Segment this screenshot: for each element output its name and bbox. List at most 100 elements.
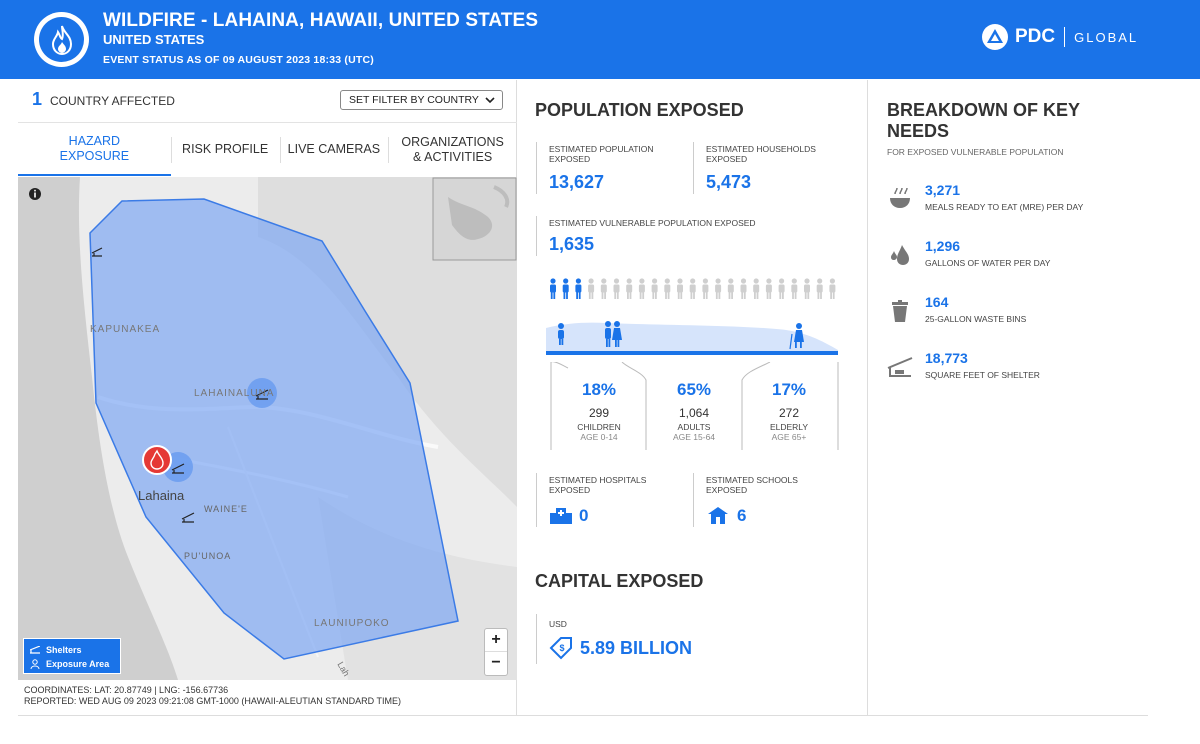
hazard-map[interactable]: KAPUNAKEA LAHAINALUNA Lahaina WAINE'E PU… xyxy=(18,177,517,680)
children-percent: 18% xyxy=(581,380,617,399)
person-figure xyxy=(638,278,645,299)
households-label: ESTIMATED HOUSEHOLDS EXPOSED xyxy=(706,144,816,164)
water-label: GALLONS OF WATER PER DAY xyxy=(925,258,1051,268)
event-status: EVENT STATUS AS OF 09 AUGUST 2023 18:33 … xyxy=(103,54,374,66)
vulnerable-value: 1,635 xyxy=(549,234,595,254)
elderly-percent: 17% xyxy=(771,380,807,399)
pdc-logo[interactable]: PDC GLOBAL xyxy=(981,23,1138,51)
adults-percent: 65% xyxy=(676,380,712,399)
shelter-label: SQUARE FEET OF SHELTER xyxy=(925,370,1040,380)
capital-currency: USD xyxy=(549,619,567,629)
map-label-waine-e: WAINE'E xyxy=(204,504,248,514)
person-figure xyxy=(804,278,810,299)
waste-bins-label: 25-GALLON WASTE BINS xyxy=(925,314,1027,324)
divider xyxy=(536,614,537,664)
countries-count: 1 xyxy=(32,89,43,109)
waste-bin-icon xyxy=(892,300,908,322)
person-figure xyxy=(626,278,633,299)
map-label-kapunakea: KAPUNAKEA xyxy=(90,324,161,335)
shelter-icon xyxy=(887,357,913,377)
adults-age: AGE 15-64 xyxy=(672,432,716,442)
exposure-area-polygon xyxy=(89,198,459,660)
person-figure xyxy=(651,278,658,299)
divider xyxy=(536,142,537,194)
map-legend: Shelters Exposure Area xyxy=(23,638,121,674)
meals-label: MEALS READY TO EAT (MRE) PER DAY xyxy=(925,202,1084,212)
children-age: AGE 0-14 xyxy=(580,432,618,442)
person-figure xyxy=(702,278,709,299)
shelter-icon xyxy=(30,645,40,654)
zoom-out-button[interactable]: − xyxy=(491,654,501,671)
header-bar: WILDFIRE - LAHAINA, HAWAII, UNITED STATE… xyxy=(0,0,1200,79)
key-needs-panel: BREAKDOWN OF KEY NEEDS FOR EXPOSED VULNE… xyxy=(869,80,1149,716)
person-figure xyxy=(613,278,620,299)
schools-value: 6 xyxy=(737,506,747,525)
tab-live-cameras[interactable]: LIVE CAMERAS xyxy=(279,123,389,176)
wildfire-icon xyxy=(34,12,89,67)
map-footer: COORDINATES: LAT: 20.87749 | LNG: -156.6… xyxy=(24,685,401,707)
divider xyxy=(536,473,537,527)
hospital-icon xyxy=(550,508,572,524)
pdc-brand: PDC xyxy=(1015,26,1056,47)
person-figure xyxy=(740,278,747,299)
shelter-value: 18,773 xyxy=(925,350,968,366)
meals-value: 3,271 xyxy=(925,182,961,198)
capital-title: CAPITAL EXPOSED xyxy=(535,571,704,591)
person-figure xyxy=(765,278,772,299)
filter-value: SET FILTER BY COUNTRY xyxy=(349,94,479,106)
adults-label: ADULTS xyxy=(677,422,711,432)
children-label: CHILDREN xyxy=(577,422,621,432)
water-value: 1,296 xyxy=(925,238,961,254)
person-figure xyxy=(550,278,556,299)
person-figure xyxy=(791,278,798,299)
event-country: UNITED STATES xyxy=(103,32,205,47)
children-count: 299 xyxy=(588,406,610,420)
zoom-in-button[interactable]: + xyxy=(485,629,507,652)
adults-count: 1,064 xyxy=(678,406,710,420)
countries-label: COUNTRY AFFECTED xyxy=(50,94,175,108)
person-figure xyxy=(575,278,582,299)
hospitals-label: ESTIMATED HOSPITALS EXPOSED xyxy=(549,475,647,495)
person-figure xyxy=(829,278,836,299)
elderly-label: ELDERLY xyxy=(769,422,809,432)
svg-text:$: $ xyxy=(559,643,564,653)
chevron-down-icon xyxy=(485,97,495,104)
info-button[interactable] xyxy=(28,187,42,201)
population-pictogram xyxy=(546,278,838,355)
brand-divider xyxy=(1064,27,1066,47)
legend-exposure-area: Exposure Area xyxy=(30,656,114,672)
person-figure xyxy=(816,278,823,299)
households-value: 5,473 xyxy=(706,172,752,192)
elderly-age: AGE 65+ xyxy=(771,432,807,442)
tab-organizations-activities[interactable]: ORGANIZATIONS & ACTIVITIES xyxy=(388,123,517,176)
est-pop-value: 13,627 xyxy=(549,172,605,192)
divider xyxy=(693,142,694,194)
map-panel: 1 COUNTRY AFFECTED SET FILTER BY COUNTRY… xyxy=(18,80,517,716)
divider xyxy=(693,473,694,527)
tab-hazard-exposure[interactable]: HAZARD EXPOSURE xyxy=(18,123,171,176)
countries-affected: 1 COUNTRY AFFECTED xyxy=(32,89,175,110)
reported-time: REPORTED: WED AUG 09 2023 09:21:08 GMT-1… xyxy=(24,696,401,706)
elderly-count: 272 xyxy=(778,406,800,420)
person-figure xyxy=(689,278,696,299)
person-figure xyxy=(727,278,734,299)
inset-overview-map[interactable] xyxy=(433,178,516,260)
waste-bins-value: 164 xyxy=(925,294,949,310)
pdc-global: GLOBAL xyxy=(1074,29,1139,45)
vulnerable-label: ESTIMATED VULNERABLE POPULATION EXPOSED xyxy=(549,218,756,228)
legend-shelters-label: Shelters xyxy=(46,644,82,655)
tab-risk-profile[interactable]: RISK PROFILE xyxy=(170,123,280,176)
needs-title: BREAKDOWN OF KEY NEEDS xyxy=(887,100,1080,141)
population-title: POPULATION EXPOSED xyxy=(535,100,744,120)
person-figure xyxy=(588,278,595,299)
map-label-lahainaluna: LAHAINALUNA xyxy=(194,388,275,399)
money-tag-icon: $ xyxy=(549,637,572,660)
legend-exposure-label: Exposure Area xyxy=(46,659,110,669)
age-group-elderly: 17% 272 ELDERLY AGE 65+ xyxy=(741,380,837,442)
zoom-control: + − xyxy=(484,628,508,676)
country-filter-select[interactable]: SET FILTER BY COUNTRY xyxy=(340,90,503,110)
map-label-launiupoko: LAUNIUPOKO xyxy=(314,618,390,629)
est-pop-label: ESTIMATED POPULATION EXPOSED xyxy=(549,144,654,164)
person-figure xyxy=(715,278,722,299)
map-label-lahaina: Lahaina xyxy=(138,488,185,503)
